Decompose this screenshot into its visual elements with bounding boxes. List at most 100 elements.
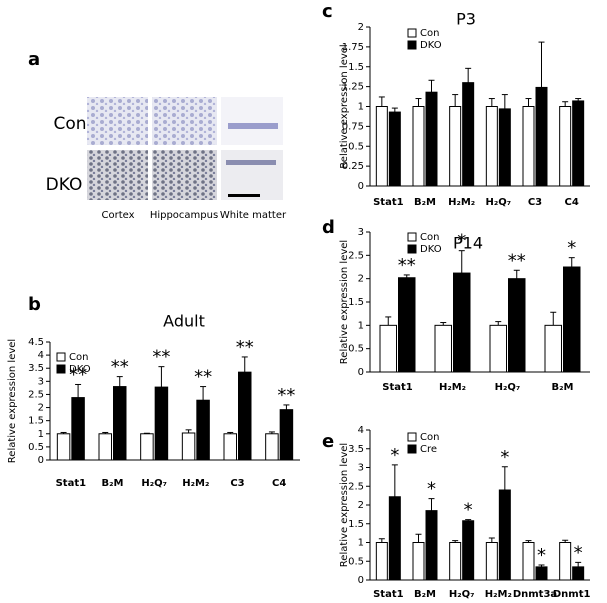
error-bar [116, 376, 123, 387]
micrograph [87, 150, 148, 200]
x-tick-label: B₂M [414, 197, 436, 208]
bar [398, 277, 416, 373]
error-bar [75, 383, 82, 398]
error-bar [158, 366, 165, 388]
panel-label: e [322, 431, 334, 452]
legend-label: Cre [420, 444, 437, 455]
error-bar [525, 540, 532, 543]
bar [572, 100, 585, 187]
error-bar [415, 533, 422, 543]
significance: * [537, 545, 546, 566]
micrograph [221, 97, 283, 145]
x-tick-label: H₂Q₇ [141, 478, 167, 489]
error-bar [403, 274, 410, 278]
x-tick-label: Stat1 [373, 589, 404, 600]
y-tick-label: 3 [358, 227, 364, 238]
panel-label: c [322, 1, 333, 22]
bar [223, 433, 237, 461]
y-tick-label: 0 [358, 575, 364, 586]
bar [522, 106, 535, 187]
legend-label: Con [420, 432, 439, 443]
legend-label: Con [420, 232, 439, 243]
y-tick-label: 3 [358, 463, 364, 474]
y-tick-label: 1 [358, 320, 364, 331]
error-bar [501, 466, 508, 490]
x-tick-label: Stat1 [382, 382, 413, 393]
bar [425, 510, 438, 581]
bar [412, 106, 425, 187]
x-tick-label: B₂M [552, 382, 574, 393]
error-bar [440, 322, 447, 326]
y-tick-label: 0 [358, 367, 364, 378]
y-tick-label: 1 [358, 538, 364, 549]
y-tick-label: 1.5 [348, 297, 364, 308]
significance: ** [69, 364, 87, 385]
bar [238, 371, 252, 461]
error-bar [488, 98, 495, 107]
legend-swatch [407, 244, 417, 254]
x-tick-label: C4 [272, 478, 286, 489]
error-bar [538, 564, 545, 567]
panel-label: a [28, 49, 40, 70]
significance: * [427, 479, 436, 500]
error-bar [562, 539, 569, 543]
bar [154, 386, 169, 461]
bar [375, 542, 388, 581]
y-tick-label: 2.5 [348, 250, 364, 261]
bar [572, 566, 585, 581]
y-tick-label: 0.5 [348, 344, 364, 355]
bar [485, 106, 498, 187]
significance: ** [277, 385, 295, 406]
error-bar [465, 67, 472, 83]
legend-label: Con [69, 352, 88, 363]
y-tick-label: 1.75 [342, 42, 364, 53]
legend-swatch [56, 352, 66, 362]
bar [489, 324, 507, 373]
panel-label: d [322, 217, 335, 238]
error-bar [200, 386, 207, 401]
y-tick-label: 1.5 [348, 519, 364, 530]
error-bar [550, 311, 557, 326]
bar [559, 542, 572, 581]
bar [535, 86, 548, 187]
legend-label: DKO [420, 244, 442, 255]
error-bar [102, 431, 109, 434]
error-bar [227, 431, 234, 434]
bar [181, 432, 196, 461]
error-bar [143, 432, 150, 434]
micrograph [152, 150, 217, 200]
x-tick-label: Stat1 [373, 197, 404, 208]
y-tick-label: 2 [358, 500, 364, 511]
significance: * [390, 445, 399, 466]
bar [388, 496, 401, 581]
bar [508, 278, 526, 373]
x-tick-label: C3 [230, 478, 244, 489]
bar [140, 433, 154, 461]
y-tick-label: 2.5 [28, 389, 44, 400]
y-tick-label: 2 [38, 403, 44, 414]
x-tick-label: C3 [528, 197, 542, 208]
significance: * [457, 231, 466, 252]
bar [449, 542, 462, 581]
y-tick-label: 4 [38, 350, 44, 361]
x-tick-label: H₂Q₇ [449, 589, 475, 600]
y-tick-label: 0 [38, 455, 44, 466]
y-tick-label: 1.25 [342, 82, 364, 93]
legend-swatch [407, 444, 417, 454]
y-tick-label: 4.5 [28, 337, 44, 348]
bar [462, 520, 475, 581]
legend-label: DKO [420, 40, 442, 51]
error-bar [185, 429, 192, 433]
bar [379, 324, 397, 373]
x-tick-label: Dnmt3a [513, 589, 557, 600]
bar [71, 397, 85, 461]
y-tick-label: 1.5 [348, 62, 364, 73]
error-bar [458, 250, 465, 274]
y-tick-label: 2 [358, 22, 364, 33]
error-bar [385, 316, 392, 326]
bar [388, 111, 401, 187]
y-tick-label: 0.75 [342, 121, 364, 132]
bar [535, 566, 548, 581]
y-tick-label: 3 [38, 376, 44, 387]
row-label: Con [53, 114, 86, 134]
